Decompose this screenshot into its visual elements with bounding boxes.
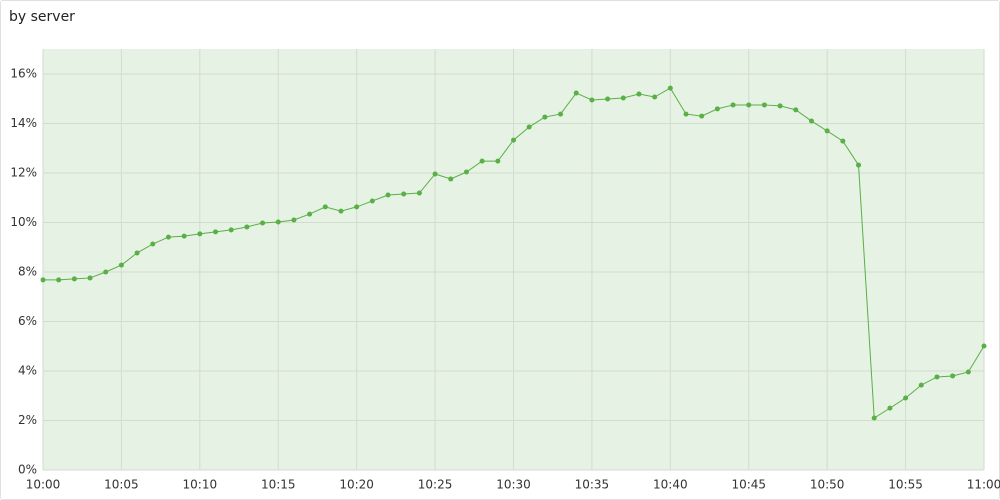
data-point bbox=[824, 128, 830, 134]
y-tick-label: 12% bbox=[10, 166, 37, 180]
data-point bbox=[746, 102, 752, 108]
data-point bbox=[463, 169, 469, 175]
x-tick-label: 10:35 bbox=[575, 478, 610, 492]
x-tick-label: 10:00 bbox=[26, 478, 61, 492]
data-point bbox=[589, 97, 595, 103]
data-point bbox=[448, 176, 454, 182]
chart-title: by server bbox=[9, 9, 75, 25]
data-point bbox=[777, 103, 783, 109]
data-point bbox=[965, 369, 971, 375]
data-point bbox=[118, 262, 124, 268]
data-point bbox=[228, 227, 234, 233]
y-tick-label: 2% bbox=[18, 413, 37, 427]
data-point bbox=[150, 241, 156, 247]
data-point bbox=[432, 171, 438, 177]
y-tick-label: 10% bbox=[10, 215, 37, 229]
data-point bbox=[558, 111, 564, 117]
data-point bbox=[495, 158, 501, 164]
data-point bbox=[401, 191, 407, 197]
x-tick-label: 10:50 bbox=[810, 478, 845, 492]
data-point bbox=[918, 382, 924, 388]
data-point bbox=[730, 102, 736, 108]
x-tick-label: 10:30 bbox=[496, 478, 531, 492]
x-tick-label: 10:10 bbox=[183, 478, 218, 492]
data-point bbox=[134, 250, 140, 256]
data-point bbox=[887, 405, 893, 411]
data-point bbox=[981, 343, 987, 349]
data-point bbox=[385, 192, 391, 198]
data-point bbox=[291, 217, 297, 223]
x-tick-label: 10:55 bbox=[888, 478, 923, 492]
data-point bbox=[840, 138, 846, 144]
y-tick-label: 0% bbox=[18, 463, 37, 477]
data-point bbox=[197, 231, 203, 237]
data-point bbox=[542, 114, 548, 120]
data-point bbox=[950, 373, 956, 379]
data-point bbox=[416, 190, 422, 196]
data-point bbox=[213, 229, 219, 235]
data-point bbox=[275, 219, 281, 225]
data-point bbox=[856, 162, 862, 168]
data-point bbox=[87, 275, 93, 281]
data-point bbox=[40, 277, 46, 283]
data-point bbox=[244, 224, 250, 230]
data-point bbox=[620, 95, 626, 101]
data-point bbox=[683, 111, 689, 117]
data-point bbox=[479, 158, 485, 164]
y-tick-label: 8% bbox=[18, 265, 37, 279]
x-tick-label: 10:15 bbox=[261, 478, 296, 492]
y-tick-label: 14% bbox=[10, 116, 37, 130]
data-point bbox=[260, 220, 266, 226]
data-point bbox=[526, 124, 532, 130]
data-point bbox=[605, 96, 611, 102]
y-tick-label: 4% bbox=[18, 364, 37, 378]
data-point bbox=[322, 204, 328, 210]
data-point bbox=[573, 90, 579, 96]
x-tick-label: 10:25 bbox=[418, 478, 453, 492]
data-point bbox=[56, 277, 62, 283]
data-point bbox=[667, 85, 673, 91]
data-point bbox=[165, 234, 171, 240]
data-point bbox=[103, 269, 109, 275]
x-tick-label: 10:05 bbox=[104, 478, 139, 492]
data-point bbox=[636, 91, 642, 97]
x-tick-label: 10:20 bbox=[339, 478, 374, 492]
data-point bbox=[761, 102, 767, 108]
x-tick-label: 10:40 bbox=[653, 478, 688, 492]
x-tick-label: 11:00 bbox=[967, 478, 1000, 492]
data-point bbox=[369, 198, 375, 204]
data-point bbox=[699, 113, 705, 119]
data-point bbox=[181, 233, 187, 239]
data-point bbox=[71, 276, 77, 282]
data-point bbox=[793, 107, 799, 113]
data-point bbox=[808, 118, 814, 124]
data-point bbox=[652, 94, 658, 100]
y-tick-label: 16% bbox=[10, 67, 37, 81]
data-point bbox=[871, 415, 877, 421]
y-tick-label: 6% bbox=[18, 314, 37, 328]
data-point bbox=[934, 374, 940, 380]
x-tick-label: 10:45 bbox=[731, 478, 766, 492]
data-point bbox=[714, 106, 720, 112]
data-point bbox=[511, 137, 516, 143]
data-point bbox=[903, 395, 909, 401]
data-point bbox=[354, 204, 360, 210]
data-point bbox=[307, 211, 313, 217]
data-point bbox=[338, 208, 344, 214]
